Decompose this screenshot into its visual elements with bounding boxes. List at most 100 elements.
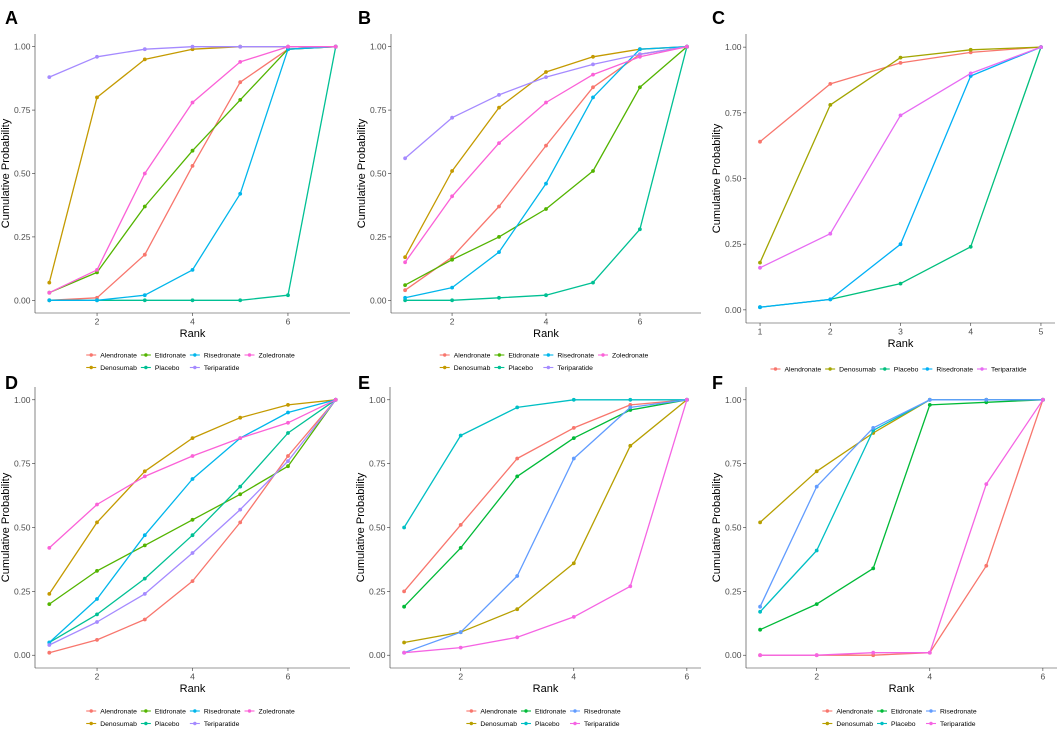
y-tick-label: 0.25 xyxy=(725,239,742,249)
data-point-zoledronate-rank-3 xyxy=(497,141,501,146)
series-denosumab xyxy=(758,45,1043,265)
data-point-etidronate-rank-1 xyxy=(402,604,406,609)
legend-key-point xyxy=(825,709,830,713)
legend-item-risedronate: Risedronate xyxy=(569,708,621,715)
legend-key-point xyxy=(89,353,93,357)
series-line-teriparatide xyxy=(48,46,337,78)
x-axis-title: Rank xyxy=(180,328,206,340)
y-tick-label: 1.00 xyxy=(14,395,31,405)
data-point-teriparatide-rank-2 xyxy=(828,231,833,236)
data-point-placebo-rank-3 xyxy=(898,281,903,286)
legend-item-etidronate: Etidronate xyxy=(877,708,922,715)
y-axis-title: Cumulative Probability xyxy=(711,472,723,582)
panel-e: E 0.00 0.25 0.50 0.75 1.00 2 4 6 Rank Cumulative P… xyxy=(355,373,701,728)
series-line-zoledronate xyxy=(404,46,688,263)
data-point-denosumab-rank-4 xyxy=(190,436,195,440)
data-point-alendronate-rank-1 xyxy=(402,589,406,594)
legend-key-point xyxy=(524,721,528,726)
y-tick-label: 0.75 xyxy=(725,108,742,118)
legend-key-point xyxy=(497,365,502,370)
panel-f: F 0.00 0.25 0.50 0.75 1.00 2 4 6 Rank Cumulative P… xyxy=(711,373,1057,728)
legend-item-alendronate: Alendronate xyxy=(770,366,821,373)
y-tick-label: 0.50 xyxy=(14,169,31,179)
legend-label: Risedronate xyxy=(936,366,973,373)
y-tick-label: 0.50 xyxy=(370,169,387,179)
data-point-denosumab-rank-2 xyxy=(95,520,99,525)
legend-key-point xyxy=(929,709,933,713)
series-etidronate xyxy=(402,397,689,609)
legend-label: Etidronate xyxy=(155,708,186,715)
data-point-etidronate-rank-6 xyxy=(638,85,642,90)
series-placebo xyxy=(758,397,1045,614)
legend-label: Denosumab xyxy=(454,365,491,372)
legend-item-alendronate: Alendronate xyxy=(822,708,873,715)
legend-label: Denosumab xyxy=(100,721,137,728)
x-tick-label: 1 xyxy=(758,327,763,337)
data-point-zoledronate-rank-7 xyxy=(333,44,338,49)
x-tick-label: 5 xyxy=(1039,327,1044,337)
series-group xyxy=(403,44,689,303)
series-line-denosumab xyxy=(759,399,1044,524)
legend-item-teriparatide: Teriparatide xyxy=(925,721,976,728)
series-line-risedronate xyxy=(759,46,1042,308)
data-point-teriparatide-rank-3 xyxy=(142,592,147,596)
legend-item-alendronate: Alendronate xyxy=(466,708,517,715)
y-tick-label: 0.25 xyxy=(369,586,386,596)
series-placebo xyxy=(402,397,689,530)
data-point-teriparatide-rank-3 xyxy=(142,47,147,52)
data-point-teriparatide-rank-5 xyxy=(984,482,989,486)
data-point-etidronate-rank-5 xyxy=(238,492,243,497)
panel-label: C xyxy=(712,8,725,28)
data-point-denosumab-rank-3 xyxy=(497,105,501,110)
legend-key-point xyxy=(497,353,502,357)
data-point-teriparatide-rank-1 xyxy=(47,643,52,647)
legend-label: Teriparatide xyxy=(991,366,1027,373)
legend-label: Risedronate xyxy=(557,352,594,359)
y-tick-label: 0.00 xyxy=(14,295,31,305)
x-tick-label: 4 xyxy=(927,672,932,682)
legend-label: Alendronate xyxy=(784,366,821,373)
data-point-risedronate-rank-5 xyxy=(628,405,633,410)
legend-item-denosumab: Denosumab xyxy=(439,365,491,372)
data-point-alendronate-rank-4 xyxy=(968,50,973,55)
data-point-risedronate-rank-1 xyxy=(47,298,52,303)
data-point-teriparatide-rank-4 xyxy=(571,615,576,619)
data-point-zoledronate-rank-5 xyxy=(591,72,595,77)
legend-label: Zoledronate xyxy=(259,352,295,359)
series-group xyxy=(402,397,689,655)
legend-item-placebo: Placebo xyxy=(521,721,560,728)
data-point-placebo-rank-6 xyxy=(286,293,290,298)
series-line-placebo xyxy=(403,399,688,529)
series-teriparatide xyxy=(403,44,689,161)
data-point-etidronate-rank-4 xyxy=(571,436,576,440)
data-point-teriparatide-rank-6 xyxy=(685,397,689,402)
data-point-teriparatide-rank-4 xyxy=(544,75,548,79)
data-point-risedronate-rank-2 xyxy=(814,484,819,489)
data-point-teriparatide-rank-1 xyxy=(403,156,407,161)
legend-label: Risedronate xyxy=(204,708,241,715)
legend-item-risedronate: Risedronate xyxy=(189,352,241,359)
legend-label: Placebo xyxy=(155,721,180,728)
data-point-zoledronate-rank-1 xyxy=(47,290,52,295)
legend-label: Alendronate xyxy=(454,352,491,359)
y-tick-label: 0.00 xyxy=(14,650,31,660)
y-tick-label: 0.25 xyxy=(725,586,742,596)
x-tick-label: 6 xyxy=(286,672,291,682)
y-tick-label: 0.25 xyxy=(14,586,31,596)
data-point-placebo-rank-3 xyxy=(497,295,501,300)
legend: Alendronate Denosumab Etidronate Placebo Ris… xyxy=(466,708,621,728)
legend-label: Etidronate xyxy=(891,708,922,715)
x-tick-label: 4 xyxy=(544,317,549,327)
legend-label: Zoledronate xyxy=(612,352,648,359)
data-point-teriparatide-rank-3 xyxy=(871,650,876,655)
data-point-placebo-rank-3 xyxy=(142,298,147,303)
legend-item-risedronate: Risedronate xyxy=(543,352,594,359)
y-tick-label: 0.75 xyxy=(14,105,31,115)
data-point-teriparatide-rank-5 xyxy=(1039,45,1043,49)
data-point-risedronate-rank-3 xyxy=(515,574,520,578)
y-tick-label: 0.75 xyxy=(725,459,742,469)
data-point-placebo-rank-4 xyxy=(190,298,195,303)
legend-key-point xyxy=(443,365,447,370)
data-point-risedronate-rank-4 xyxy=(190,268,195,272)
axes: 0.00 0.25 0.50 0.75 1.00 2 4 6 xyxy=(725,387,1057,682)
